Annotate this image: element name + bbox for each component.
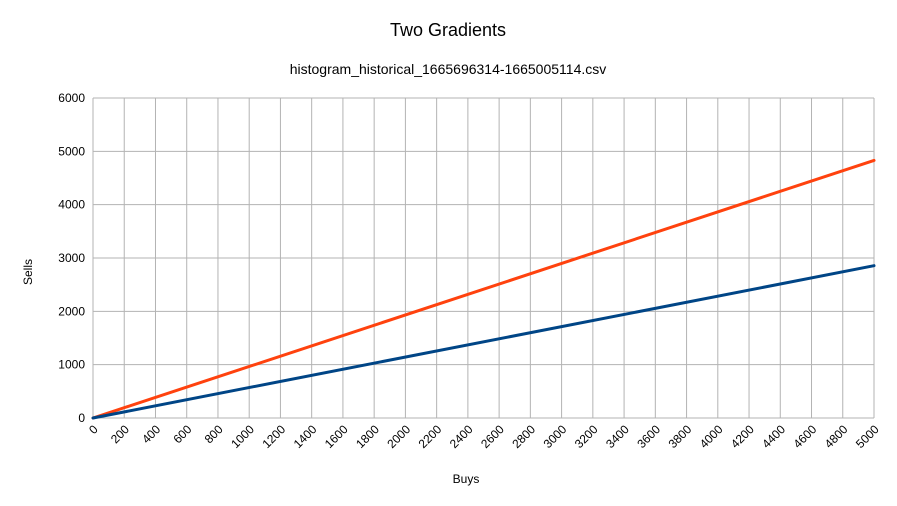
grid	[92, 97, 875, 419]
x-tick-label: 4400	[759, 422, 788, 451]
y-axis-label: Sells	[21, 259, 35, 285]
x-tick-label: 4000	[697, 422, 726, 451]
x-tick-label: 1800	[353, 422, 382, 451]
x-tick-label: 1200	[259, 422, 288, 451]
x-tick-label: 3200	[572, 422, 601, 451]
y-tick-label: 5000	[58, 144, 85, 158]
y-axis-ticks: 0 1000 2000 3000 4000 5000 6000	[58, 91, 85, 425]
x-tick-label: 3000	[541, 422, 570, 451]
y-tick-label: 6000	[58, 91, 85, 105]
x-tick-label: 1600	[322, 422, 351, 451]
x-tick-label: 4600	[791, 422, 820, 451]
x-tick-label: 1000	[228, 422, 257, 451]
series-line-2	[91, 264, 876, 420]
chart-subtitle: histogram_historical_1665696314-16650051…	[290, 61, 607, 77]
x-tick-label: 3600	[634, 422, 663, 451]
x-tick-label: 1400	[291, 422, 320, 451]
x-tick-label: 5000	[853, 422, 882, 451]
x-tick-label: 200	[108, 422, 132, 446]
x-tick-label: 3400	[603, 422, 632, 451]
x-tick-label: 2400	[447, 422, 476, 451]
x-tick-label: 2000	[384, 422, 413, 451]
x-tick-label: 4200	[728, 422, 757, 451]
series-group	[91, 158, 876, 420]
chart-title: Two Gradients	[390, 20, 506, 40]
y-tick-label: 0	[78, 411, 85, 425]
y-tick-label: 3000	[58, 251, 85, 265]
x-tick-label: 0	[86, 422, 101, 437]
x-tick-label: 2600	[478, 422, 507, 451]
x-tick-label: 4800	[822, 422, 851, 451]
x-axis-ticks: 0 200 400 600 800 1000 1200 1400 1600 1800 2000 220…	[86, 422, 882, 451]
y-tick-label: 2000	[58, 304, 85, 318]
x-axis-label: Buys	[453, 472, 480, 486]
x-tick-label: 400	[139, 422, 163, 446]
series-line-1	[91, 158, 876, 420]
x-tick-label: 3800	[666, 422, 695, 451]
y-tick-label: 4000	[58, 198, 85, 212]
x-tick-label: 600	[170, 422, 194, 446]
x-tick-label: 800	[202, 422, 226, 446]
x-tick-label: 2800	[509, 422, 538, 451]
x-tick-label: 2200	[416, 422, 445, 451]
y-tick-label: 1000	[58, 358, 85, 372]
